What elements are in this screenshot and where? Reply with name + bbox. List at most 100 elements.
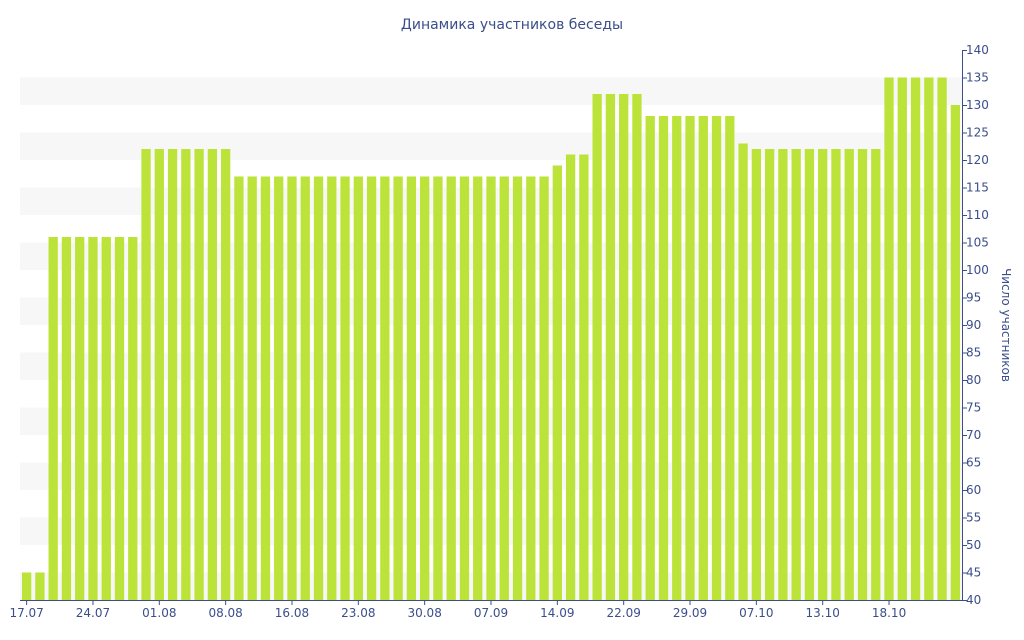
- y-tick-label: 125: [966, 126, 989, 140]
- y-axis-label: Число участников: [999, 268, 1013, 382]
- bar: [114, 237, 125, 600]
- bar: [512, 176, 523, 600]
- bar: [592, 94, 602, 600]
- bar: [300, 176, 310, 600]
- bar: [685, 116, 695, 600]
- bar: [698, 116, 708, 600]
- bar: [207, 149, 218, 600]
- bar: [433, 176, 443, 600]
- bar: [924, 77, 934, 600]
- y-tick-label: 40: [966, 593, 981, 607]
- bar: [459, 176, 470, 600]
- bar: [725, 116, 735, 600]
- bar: [313, 176, 324, 600]
- x-tick-label: 14.09: [540, 606, 574, 620]
- bar: [473, 176, 483, 600]
- bar: [658, 116, 669, 600]
- x-tick-label: 24.07: [76, 606, 110, 620]
- bar: [711, 116, 722, 600]
- y-tick-label: 100: [966, 263, 989, 277]
- bar: [857, 149, 868, 600]
- bar: [340, 176, 350, 600]
- bar: [194, 149, 204, 600]
- y-tick-label: 70: [966, 428, 981, 442]
- bar: [619, 94, 629, 600]
- bar: [380, 176, 390, 600]
- bar: [287, 176, 297, 600]
- bar: [778, 149, 788, 600]
- bar: [234, 176, 244, 600]
- bar: [274, 176, 284, 600]
- y-tick-label: 60: [966, 483, 981, 497]
- bar: [446, 176, 456, 600]
- bar: [579, 154, 589, 600]
- bar: [88, 237, 98, 600]
- x-tick-label: 07.10: [739, 606, 773, 620]
- x-tick-label: 08.08: [208, 606, 242, 620]
- bar: [75, 237, 85, 600]
- y-tick-label: 115: [966, 181, 989, 195]
- bar: [167, 149, 178, 600]
- y-tick-label: 95: [966, 291, 981, 305]
- bar: [818, 149, 828, 600]
- x-tick-label: 29.09: [673, 606, 707, 620]
- y-tick-label: 80: [966, 373, 981, 387]
- bar: [844, 149, 854, 600]
- bar: [353, 176, 363, 600]
- bar: [764, 149, 775, 600]
- y-tick-label: 90: [966, 318, 981, 332]
- bar: [101, 237, 111, 600]
- bar: [128, 237, 138, 600]
- y-tick-label: 65: [966, 456, 981, 470]
- x-tick-label: 01.08: [142, 606, 176, 620]
- bar: [420, 176, 430, 600]
- y-tick-label: 50: [966, 538, 981, 552]
- bar: [884, 77, 894, 600]
- bar: [393, 176, 403, 600]
- x-tick-label: 17.07: [9, 606, 43, 620]
- y-tick-label: 140: [966, 43, 989, 57]
- bar: [539, 176, 549, 600]
- bar: [486, 176, 496, 600]
- y-tick-label: 120: [966, 153, 989, 167]
- bar: [632, 94, 642, 600]
- x-tick-label: 23.08: [341, 606, 375, 620]
- bar: [327, 176, 337, 600]
- x-tick-label: 07.09: [474, 606, 508, 620]
- y-tick-label: 105: [966, 236, 989, 250]
- bar: [366, 176, 377, 600]
- y-tick-label: 130: [966, 98, 989, 112]
- bar: [831, 149, 841, 600]
- bar: [672, 116, 682, 600]
- bar: [804, 149, 815, 600]
- axes: 40 45 50 55 60 65 70 75 80 85 90 95 100 105 110 115 120 1…: [9, 43, 988, 620]
- x-tick-label: 30.08: [407, 606, 441, 620]
- bar: [247, 176, 257, 600]
- bar: [910, 77, 921, 600]
- bar: [738, 143, 748, 600]
- bar: [21, 572, 32, 600]
- bar: [499, 176, 509, 600]
- bar: [897, 77, 907, 600]
- x-tick-label: 13.10: [806, 606, 840, 620]
- y-tick-label: 85: [966, 346, 981, 360]
- bar: [61, 237, 72, 600]
- y-tick-label: 75: [966, 401, 981, 415]
- bar: [552, 165, 562, 600]
- y-tick-label: 135: [966, 71, 989, 85]
- bar: [605, 94, 616, 600]
- bar: [221, 149, 231, 600]
- bar: [48, 237, 58, 600]
- x-tick-label: 22.09: [606, 606, 640, 620]
- bar: [751, 149, 761, 600]
- bar: [645, 116, 655, 600]
- bar: [950, 105, 961, 600]
- bar: [181, 149, 191, 600]
- bars: [21, 77, 961, 600]
- y-tick-label: 110: [966, 208, 989, 222]
- x-tick-label: 18.10: [872, 606, 906, 620]
- bar: [141, 149, 151, 600]
- grid-band: [20, 77, 962, 105]
